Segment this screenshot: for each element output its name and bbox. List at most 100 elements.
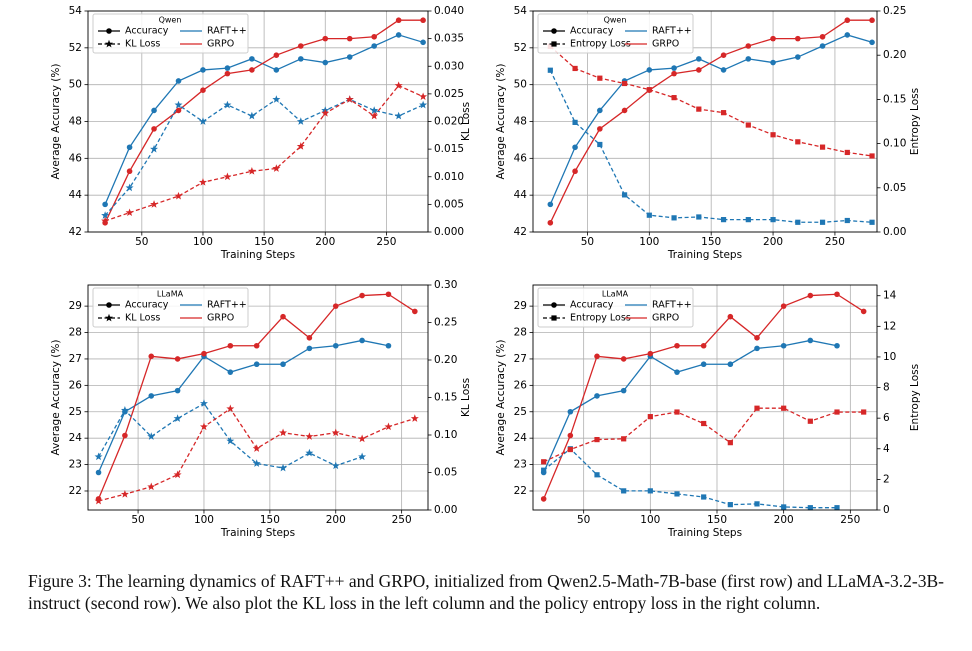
- star-marker: [296, 142, 305, 150]
- square-marker: [807, 418, 813, 424]
- y-tick-label: 50: [69, 79, 82, 91]
- star-marker: [252, 444, 261, 452]
- circle-marker: [696, 56, 702, 62]
- dashed-line: [98, 407, 416, 502]
- y-tick-label: 44: [69, 189, 83, 201]
- square-marker: [696, 106, 702, 112]
- y2-tick-label: 0.05: [883, 182, 906, 194]
- y-tick-label: 22: [514, 485, 527, 497]
- circle-marker: [754, 345, 760, 352]
- y-tick-label: 52: [69, 42, 82, 54]
- y2-tick-label: 0.00: [883, 226, 906, 238]
- square-marker: [727, 502, 733, 508]
- circle-marker: [780, 303, 787, 309]
- circle-marker: [174, 387, 181, 394]
- square-marker: [594, 436, 600, 443]
- legend-label: Accuracy: [570, 300, 614, 311]
- circle-marker: [745, 43, 752, 49]
- y2-tick-label: 0.020: [434, 116, 464, 128]
- circle-marker: [253, 342, 260, 349]
- circle-marker: [200, 87, 206, 93]
- y-tick-label: 26: [69, 379, 83, 391]
- y-tick-label: 42: [69, 226, 82, 238]
- circle-marker: [770, 59, 776, 66]
- circle-marker: [795, 35, 801, 42]
- legend-marker: [106, 302, 112, 308]
- x-axis-label: Training Steps: [667, 527, 742, 539]
- y-tick-label: 22: [69, 485, 82, 497]
- y-tick-label: 54: [69, 5, 83, 17]
- circle-marker: [594, 393, 600, 399]
- star-marker: [279, 428, 288, 437]
- y2-tick-label: 0.000: [434, 226, 464, 238]
- legend-label: Accuracy: [125, 26, 169, 37]
- circle-marker: [420, 17, 426, 24]
- square-marker: [720, 217, 727, 223]
- circle-marker: [322, 59, 329, 66]
- star-marker: [173, 414, 182, 422]
- circle-marker: [819, 33, 826, 40]
- circle-marker: [102, 201, 108, 208]
- y2-tick-label: 0: [883, 504, 890, 516]
- circle-marker: [385, 291, 392, 298]
- y2-tick-label: 0.30: [434, 279, 457, 291]
- star-marker: [296, 117, 305, 125]
- square-marker: [754, 501, 760, 507]
- x-tick-label: 200: [763, 236, 783, 248]
- square-marker: [844, 217, 850, 224]
- y-tick-label: 24: [514, 432, 528, 444]
- circle-marker: [700, 342, 707, 349]
- y2-tick-label: 0.15: [883, 93, 906, 105]
- square-marker: [647, 414, 653, 420]
- square-marker: [727, 440, 733, 446]
- circle-marker: [869, 17, 875, 24]
- y2-tick-label: 0.25: [434, 317, 457, 329]
- circle-marker: [151, 126, 157, 132]
- legend-label: RAFT++: [652, 26, 692, 37]
- star-marker: [272, 164, 281, 172]
- y2-tick-label: 0.015: [434, 143, 464, 155]
- square-marker: [572, 65, 578, 72]
- y-tick-label: 42: [514, 226, 527, 238]
- square-marker: [594, 472, 600, 478]
- y-tick-label: 23: [514, 459, 527, 471]
- circle-marker: [727, 313, 734, 320]
- circle-marker: [834, 342, 840, 349]
- square-marker: [696, 214, 702, 220]
- circle-marker: [126, 168, 133, 175]
- circle-marker: [175, 107, 182, 114]
- legend-marker: [551, 302, 557, 308]
- legend-label: RAFT++: [207, 300, 247, 311]
- star-marker: [305, 432, 314, 440]
- circle-marker: [151, 107, 157, 114]
- square-marker: [671, 95, 677, 101]
- star-marker: [94, 452, 103, 461]
- dashed-line: [549, 69, 873, 223]
- star-marker: [321, 109, 330, 117]
- y-tick-label: 23: [69, 459, 82, 471]
- square-marker: [597, 141, 603, 148]
- square-marker: [781, 504, 787, 510]
- square-marker: [795, 139, 801, 145]
- circle-marker: [395, 32, 402, 38]
- circle-marker: [253, 361, 260, 368]
- star-marker: [199, 399, 208, 407]
- circle-marker: [844, 32, 851, 38]
- circle-marker: [770, 35, 776, 42]
- circle-marker: [224, 70, 231, 77]
- y2-tick-label: 0.010: [434, 171, 464, 183]
- x-tick-label: 150: [707, 514, 727, 526]
- square-marker: [646, 87, 652, 93]
- y2-tick-label: 0.035: [434, 33, 464, 45]
- star-marker: [252, 459, 261, 467]
- star-marker: [394, 81, 403, 89]
- x-axis-label: Training Steps: [667, 249, 742, 261]
- circle-marker: [371, 33, 377, 40]
- solid-line: [97, 339, 389, 473]
- star-marker: [101, 216, 110, 225]
- circle-marker: [540, 496, 547, 502]
- legend-box: [537, 13, 694, 54]
- square-marker: [807, 505, 813, 511]
- y-axis-label: Average Accuracy (%): [495, 340, 507, 456]
- y2-tick-label: 0.10: [434, 429, 457, 441]
